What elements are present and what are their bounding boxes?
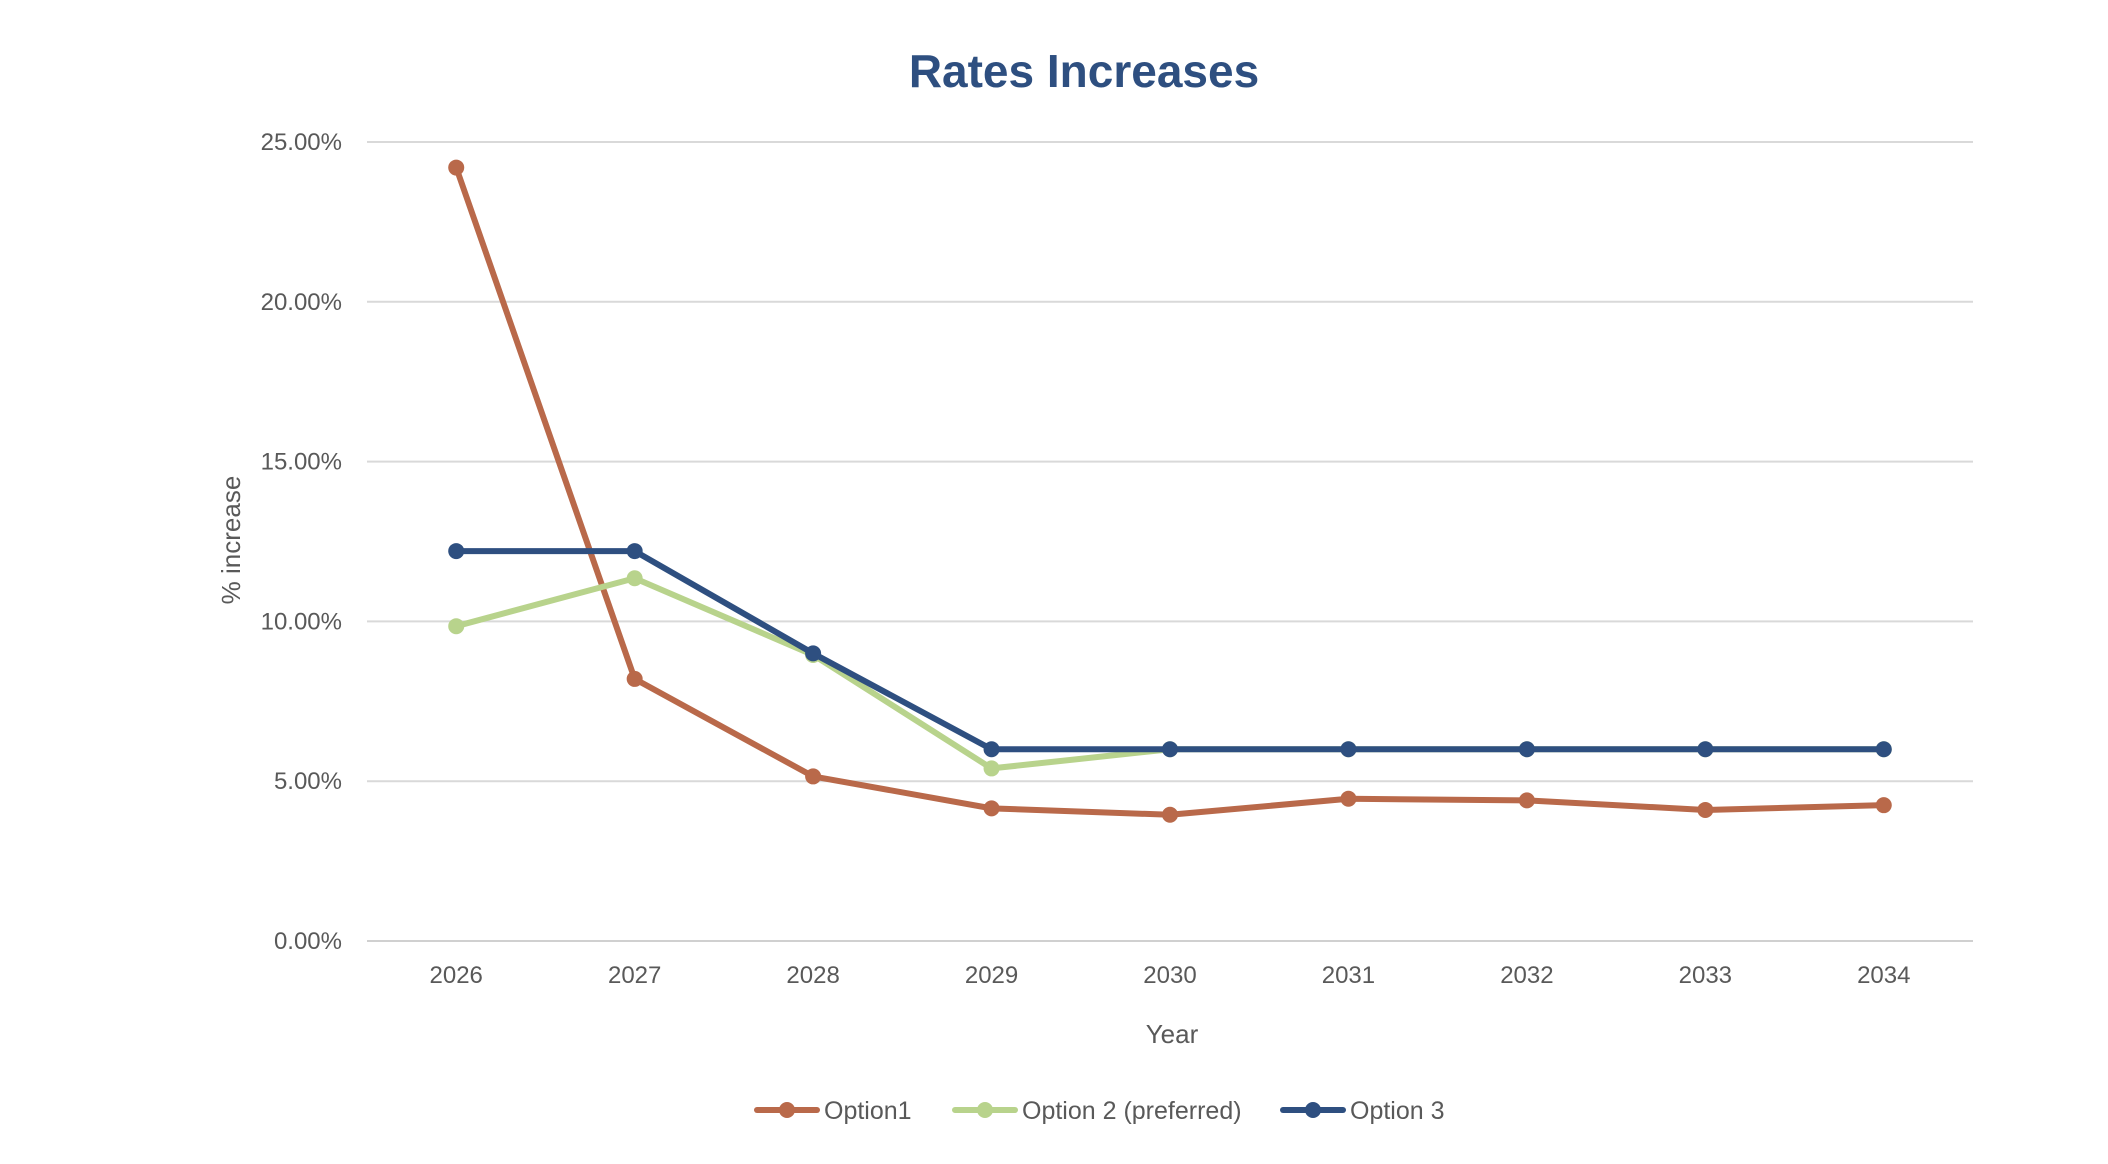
data-point (805, 645, 822, 662)
series-line (453, 548, 1887, 753)
x-axis-title: Year (1146, 1019, 1199, 1049)
data-point (983, 741, 1000, 758)
data-point (1875, 741, 1892, 758)
y-axis-title: % increase (216, 476, 246, 605)
legend-item: Option1 (754, 1097, 912, 1125)
data-point (448, 543, 465, 560)
gridlines (367, 141, 1973, 942)
legend-swatch-marker (977, 1102, 993, 1118)
legend-item: Option 3 (1280, 1097, 1445, 1125)
data-point (805, 768, 822, 785)
data-point (1518, 792, 1535, 809)
legend-label: Option 3 (1350, 1097, 1445, 1125)
legend-label: Option 2 (preferred) (1022, 1097, 1242, 1125)
chart-title: Rates Increases (909, 45, 1259, 97)
legend-swatch-marker (1305, 1102, 1321, 1118)
data-point (626, 670, 643, 687)
x-axis-ticks: 2026 2027 2028 2029 2030 2031 2032 2033 2034 (430, 962, 1911, 989)
series-lines (448, 159, 1892, 823)
data-point (626, 570, 643, 587)
data-point (1162, 741, 1178, 758)
x-tick-label: 2027 (608, 962, 661, 989)
data-point (1697, 741, 1714, 758)
data-point (1162, 806, 1178, 823)
x-tick-label: 2030 (1143, 962, 1196, 989)
x-tick-label: 2033 (1679, 962, 1732, 989)
legend-label: Option1 (824, 1097, 912, 1125)
y-tick-label: 10.00% (261, 608, 342, 635)
y-axis-ticks: 0.00% 5.00% 10.00% 15.00% 20.00% 25.00% (261, 129, 342, 955)
y-tick-label: 15.00% (261, 449, 342, 476)
legend-swatch-marker (779, 1102, 795, 1118)
data-point (448, 159, 465, 176)
series-1 (448, 159, 1892, 823)
data-point (1340, 790, 1357, 807)
x-tick-label: 2034 (1857, 962, 1910, 989)
legend-item: Option 2 (preferred) (952, 1097, 1242, 1125)
y-tick-label: 25.00% (261, 129, 342, 156)
legend: Option1 Option 2 (preferred) Option 3 (754, 1097, 1445, 1125)
y-tick-label: 0.00% (274, 928, 342, 955)
data-point (448, 618, 465, 635)
y-tick-label: 20.00% (261, 289, 342, 316)
x-tick-label: 2031 (1322, 962, 1375, 989)
series-3 (448, 543, 1892, 758)
data-point (1340, 741, 1357, 758)
data-point (1518, 741, 1535, 758)
data-point (1875, 797, 1892, 814)
series-line (453, 575, 1887, 772)
data-point (1697, 801, 1714, 818)
data-point (983, 760, 1000, 777)
x-tick-label: 2026 (430, 962, 483, 989)
data-point (983, 800, 1000, 817)
y-tick-label: 5.00% (274, 768, 342, 795)
x-tick-label: 2032 (1500, 962, 1553, 989)
series-line (453, 164, 1887, 818)
data-point (626, 543, 643, 560)
x-tick-label: 2029 (965, 962, 1018, 989)
x-tick-label: 2028 (786, 962, 839, 989)
